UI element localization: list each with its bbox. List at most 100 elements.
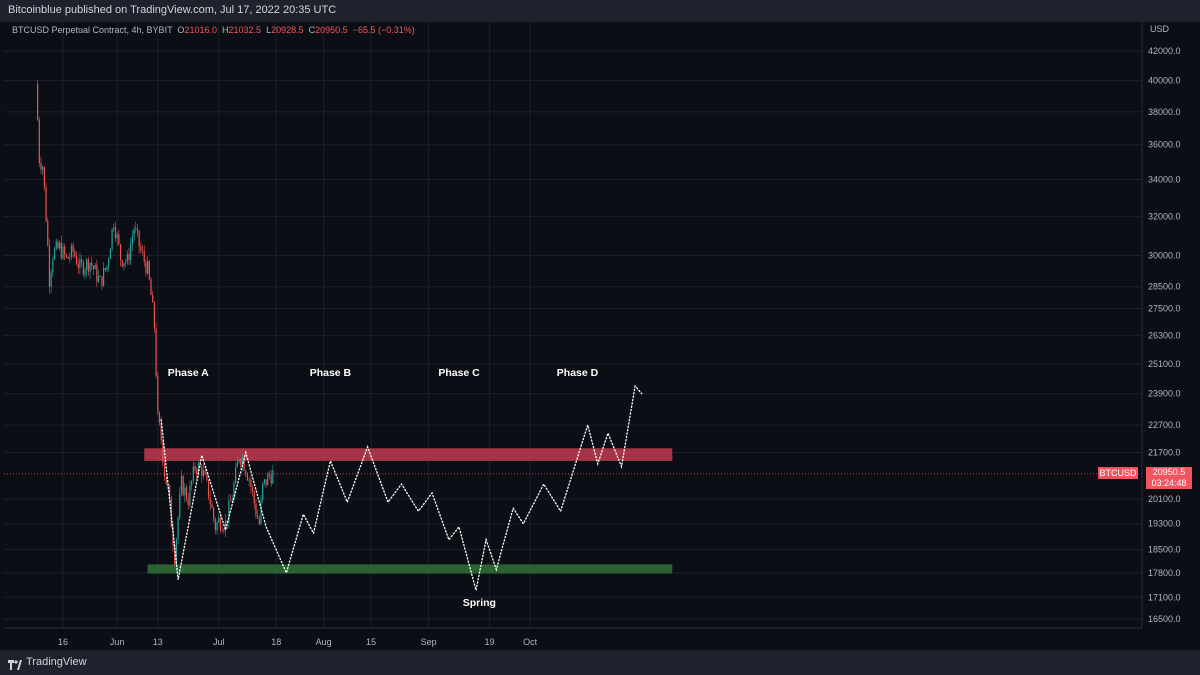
candle-body bbox=[216, 522, 218, 531]
candle-body bbox=[184, 487, 186, 496]
candle-body bbox=[229, 500, 232, 502]
candle-body bbox=[211, 504, 213, 508]
candle-body bbox=[89, 262, 91, 272]
candle-body bbox=[236, 461, 238, 468]
candle-body bbox=[255, 503, 257, 516]
legend-open-value: 21016.0 bbox=[184, 25, 217, 35]
publish-header: Bitcoinblue published on TradingView.com… bbox=[0, 0, 1200, 22]
time-tick-label: Aug bbox=[316, 637, 332, 647]
candle-body bbox=[233, 483, 235, 500]
candle-body bbox=[180, 476, 183, 494]
candle-body bbox=[62, 246, 64, 259]
candle-body bbox=[87, 259, 89, 272]
candle-body bbox=[86, 259, 88, 270]
annotation-label: Phase A bbox=[168, 367, 209, 379]
candle-body bbox=[192, 466, 194, 482]
candle-body bbox=[152, 294, 154, 303]
candle-body bbox=[262, 482, 264, 501]
annotation-label: Phase D bbox=[557, 367, 599, 379]
candle-body bbox=[179, 493, 181, 518]
tradingview-brand: TradingView bbox=[26, 656, 87, 668]
bar-countdown: 03:24:48 bbox=[1151, 478, 1187, 488]
candle-body bbox=[189, 485, 191, 506]
candle-body bbox=[248, 479, 250, 481]
legend-symbol: BTCUSD Perpetual Contract, 4h, BYBIT bbox=[12, 25, 173, 35]
price-tick-label: 34000.0 bbox=[1148, 174, 1181, 184]
candle-body bbox=[187, 499, 189, 506]
candle-body bbox=[162, 440, 164, 463]
candle-body bbox=[245, 470, 247, 475]
candle-body bbox=[128, 254, 130, 260]
candle-body bbox=[97, 276, 100, 282]
support-zone bbox=[147, 564, 673, 574]
last-price-box: 20950.5 03:24:48 bbox=[1146, 467, 1192, 489]
candle-body bbox=[145, 261, 147, 274]
candle-body bbox=[70, 245, 73, 258]
time-tick-label: 13 bbox=[153, 637, 163, 647]
candle-body bbox=[84, 269, 86, 275]
candle-body bbox=[141, 250, 144, 252]
tradingview-logo[interactable]: TradingView bbox=[8, 656, 87, 670]
candle-body bbox=[265, 479, 267, 486]
publisher-line: Bitcoinblue published on TradingView.com… bbox=[8, 4, 337, 16]
candle-body bbox=[174, 545, 176, 565]
candle-body bbox=[263, 479, 266, 483]
candle-body bbox=[158, 412, 161, 424]
price-tick-label: 30000.0 bbox=[1148, 251, 1181, 261]
candle-body bbox=[160, 423, 162, 441]
candle-body bbox=[43, 166, 45, 188]
candle-body bbox=[201, 466, 203, 477]
time-tick-label: 18 bbox=[271, 637, 281, 647]
candle-body bbox=[213, 507, 215, 519]
candle-body bbox=[177, 517, 179, 540]
candle-body bbox=[138, 230, 140, 247]
candle-body bbox=[67, 256, 69, 259]
chart-zones bbox=[144, 448, 673, 574]
chart-grid bbox=[4, 22, 1142, 628]
candle-body bbox=[53, 248, 56, 260]
candle-body bbox=[267, 474, 269, 486]
price-tick-label: 23900.0 bbox=[1148, 389, 1181, 399]
candle-body bbox=[91, 262, 93, 266]
time-tick-label: Jul bbox=[213, 637, 225, 647]
candle-body bbox=[240, 459, 242, 465]
resistance-zone bbox=[144, 448, 673, 461]
candle-body bbox=[163, 462, 166, 477]
candle-body bbox=[169, 485, 171, 499]
candle-body bbox=[175, 539, 177, 565]
candle-body bbox=[72, 245, 74, 252]
candle-body bbox=[209, 497, 211, 505]
symbol-legend: BTCUSD Perpetual Contract, 4h, BYBIT O21… bbox=[12, 25, 415, 35]
candle-body bbox=[136, 228, 139, 231]
price-tick-label: 17100.0 bbox=[1148, 592, 1181, 602]
candle-body bbox=[130, 244, 132, 260]
candle-body bbox=[64, 246, 66, 255]
candle-body bbox=[253, 491, 255, 504]
candle-body bbox=[75, 256, 78, 265]
legend-close-value: 20950.5 bbox=[315, 25, 348, 35]
candle-body bbox=[47, 221, 49, 246]
candle-body bbox=[79, 259, 81, 268]
projection-line bbox=[160, 384, 643, 591]
price-tick-label: 22700.0 bbox=[1148, 420, 1181, 430]
time-tick-label: 16 bbox=[58, 637, 68, 647]
candle-body bbox=[207, 479, 210, 498]
candle-body bbox=[251, 487, 254, 492]
legend-high-label: H bbox=[222, 25, 229, 35]
price-tick-label: 42000.0 bbox=[1148, 46, 1181, 56]
candle-body bbox=[199, 463, 201, 467]
candle-body bbox=[268, 474, 271, 476]
candle-body bbox=[55, 241, 57, 249]
candle-body bbox=[140, 246, 142, 251]
tradingview-logo-icon bbox=[8, 657, 22, 670]
candle-body bbox=[106, 265, 108, 271]
candle-body bbox=[48, 245, 51, 287]
symbol-price-tag: BTCUSD bbox=[1098, 467, 1138, 479]
candle-body bbox=[57, 241, 59, 249]
candle-body bbox=[202, 470, 205, 477]
candle-body bbox=[125, 261, 127, 264]
candle-body bbox=[155, 328, 157, 377]
candle-body bbox=[157, 376, 159, 413]
price-tick-label: 18500.0 bbox=[1148, 544, 1181, 554]
